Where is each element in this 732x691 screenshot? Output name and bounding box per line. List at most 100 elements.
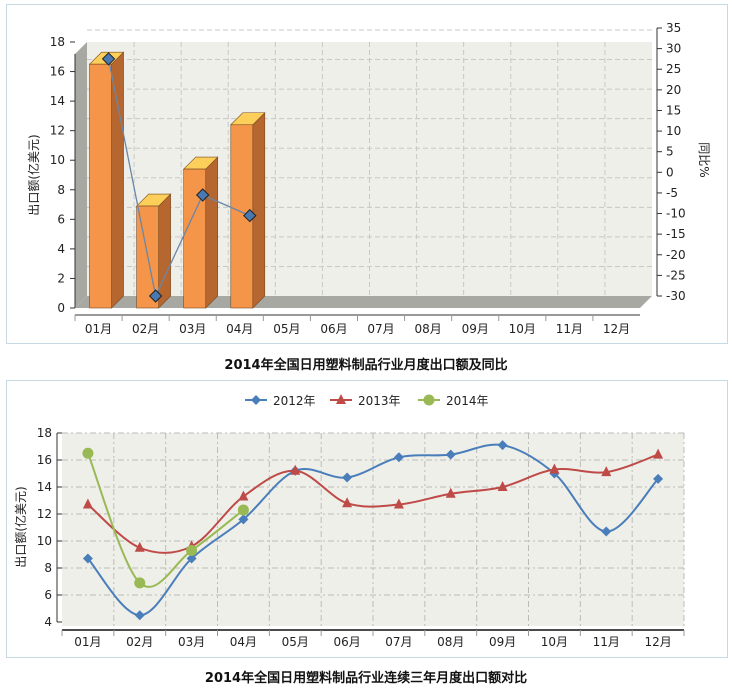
y-tick-label: 14 (37, 480, 52, 494)
x-tick-label: 05月 (282, 635, 309, 649)
y-tick-label: 4 (44, 615, 52, 629)
line-2014 (86, 452, 245, 588)
y-tick-label: 8 (44, 561, 52, 575)
x-tick-label: 11月 (593, 635, 620, 649)
marker-2014 (186, 544, 198, 556)
marker-2013 (445, 487, 456, 498)
y-tick-label: 6 (44, 588, 52, 602)
legend-marker-2012 (251, 395, 261, 405)
x-tick-label: 11月 (556, 322, 583, 336)
bar-side (111, 51, 124, 309)
y2-tick-label: -5 (666, 186, 678, 200)
bar-side (205, 156, 219, 309)
x-tick-label: 02月 (126, 635, 153, 649)
x-tick-label: 04月 (230, 635, 257, 649)
y-tick-label: 12 (50, 124, 65, 138)
x-tick-label: 10月 (541, 635, 568, 649)
yoy-marker (101, 52, 116, 66)
y-tick-label: 2 (57, 271, 65, 285)
x-tick-label: 05月 (273, 322, 300, 336)
y2-axis-label: 同比% (697, 142, 711, 177)
legend-marker-2014 (423, 394, 435, 406)
bar (89, 63, 112, 309)
yoy-marker (243, 208, 257, 223)
y2-tick-label: 30 (666, 42, 681, 56)
marker-2012 (653, 473, 664, 484)
marker-2013 (238, 490, 249, 501)
y-tick-label: 0 (57, 301, 65, 315)
y-axis-label: 出口额(亿美元) (26, 134, 41, 215)
y2-tick-label: 10 (666, 124, 681, 138)
marker-2012 (238, 514, 249, 525)
marker-2014 (134, 577, 146, 589)
y2-tick-label: 20 (666, 83, 681, 97)
marker-2014 (237, 504, 249, 516)
bar-side (252, 112, 266, 309)
y2-tick-label: -15 (666, 227, 686, 241)
x-tick-label: 12月 (603, 322, 630, 336)
y2-tick-label: 5 (666, 145, 674, 159)
y2-tick-label: -20 (666, 248, 686, 262)
legend-marker-2013 (336, 394, 346, 404)
y-tick-label: 8 (57, 183, 65, 197)
marker-2012 (445, 449, 456, 460)
marker-2013 (342, 497, 353, 508)
bar-chart-title: 2014年全国日用塑料制品行业月度出口额及同比 (224, 358, 508, 373)
marker-2013 (393, 498, 404, 509)
x-tick-label: 10月 (509, 322, 536, 336)
y2-tick-label: 25 (666, 62, 681, 76)
x-tick-label: 01月 (85, 322, 112, 336)
marker-2012 (601, 526, 612, 537)
line-2012 (87, 443, 659, 617)
x-tick-label: 01月 (74, 635, 101, 649)
marker-2012 (134, 610, 145, 621)
marker-2013 (549, 463, 560, 474)
yoy-marker (148, 289, 163, 303)
y-tick-label: 12 (37, 507, 52, 521)
y2-tick-label: -25 (666, 268, 686, 282)
y-tick-label: 10 (37, 534, 52, 548)
marker-2012 (82, 553, 93, 564)
plot-back-wall (87, 42, 652, 296)
y-axis-label: 出口额(亿美元) (13, 486, 28, 567)
legend-label-2013: 2013年 (358, 394, 401, 408)
y-tick-label: 18 (50, 35, 65, 49)
x-tick-label: 09月 (462, 322, 489, 336)
y-tick-label: 16 (37, 453, 52, 467)
y-tick-label: 16 (50, 65, 65, 79)
x-tick-label: 07月 (367, 322, 394, 336)
marker-2012 (342, 472, 353, 483)
plot-side-wall (75, 42, 87, 308)
y-tick-label: 6 (57, 212, 65, 226)
y2-tick-label: -30 (666, 289, 686, 303)
marker-2013 (601, 466, 612, 477)
marker-2013 (497, 481, 508, 491)
marker-2012 (497, 440, 508, 451)
legend-label-2012: 2012年 (273, 394, 316, 408)
yoy-marker (196, 188, 210, 202)
x-tick-label: 08月 (414, 322, 441, 336)
legend-label-2014: 2014年 (446, 394, 489, 408)
x-tick-label: 07月 (385, 635, 412, 649)
x-tick-label: 03月 (179, 322, 206, 336)
y2-tick-label: -10 (666, 207, 686, 221)
y2-tick-label: 35 (666, 21, 681, 35)
marker-2013 (82, 498, 93, 509)
marker-2013 (134, 541, 145, 552)
marker-2014 (82, 447, 94, 459)
x-tick-label: 06月 (333, 635, 360, 649)
bar (183, 168, 207, 309)
x-tick-label: 06月 (320, 322, 347, 336)
y-tick-label: 10 (50, 153, 65, 167)
plot-floor (75, 296, 652, 308)
y-tick-label: 4 (57, 242, 65, 256)
marker-2012 (186, 553, 197, 564)
marker-2013 (290, 464, 301, 475)
x-tick-label: 09月 (489, 635, 516, 649)
y2-tick-label: 0 (666, 165, 674, 179)
x-tick-label: 08月 (437, 635, 464, 649)
marker-2013 (653, 448, 664, 459)
y2-tick-label: 15 (666, 103, 681, 117)
x-tick-label: 02月 (132, 322, 159, 336)
